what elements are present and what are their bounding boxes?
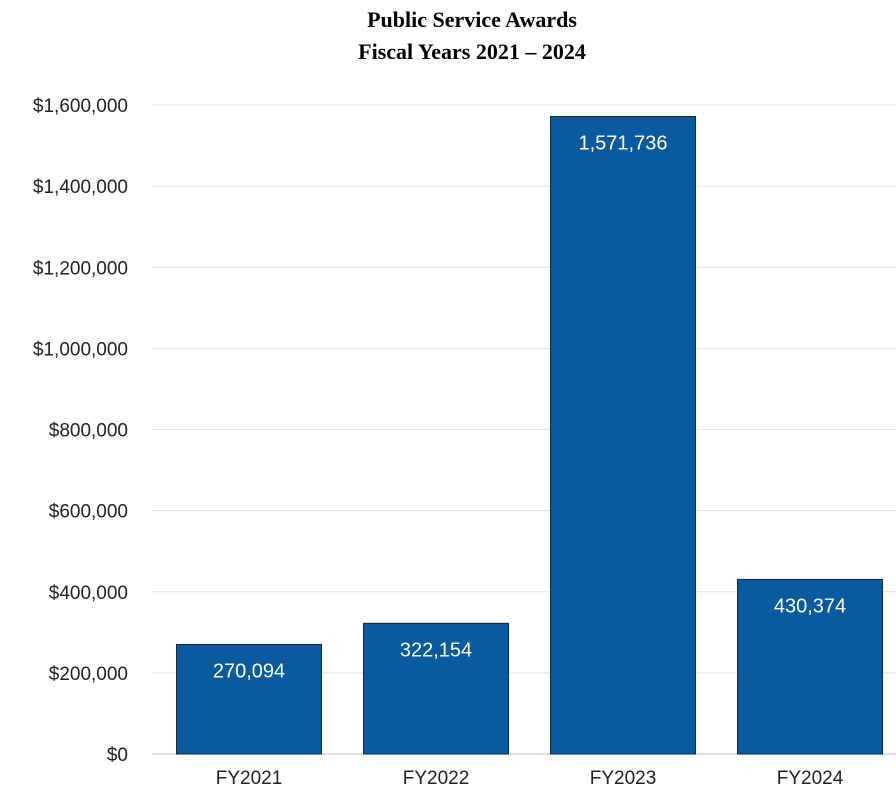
x-tick-label: FY2022 [403, 768, 470, 789]
y-tick-label: $1,000,000 [33, 339, 128, 360]
x-tick-label: FY2024 [777, 768, 844, 789]
bar [363, 622, 509, 755]
y-tick-label: $200,000 [49, 664, 128, 685]
x-tick-label: FY2023 [590, 768, 657, 789]
y-tick-label: $1,200,000 [33, 258, 128, 279]
y-tick-label: $400,000 [49, 583, 128, 604]
data-label: 322,154 [400, 639, 472, 661]
chart-subtitle: Fiscal Years 2021 – 2024 [358, 39, 586, 64]
chart-title-block: Public Service Awards Fiscal Years 2021 … [0, 4, 896, 68]
bar [176, 643, 322, 755]
data-label: 1,571,736 [579, 132, 668, 154]
bar [737, 578, 883, 755]
x-tick-label: FY2021 [216, 768, 283, 789]
bar [550, 115, 696, 755]
y-tick-label: $1,600,000 [33, 96, 128, 117]
y-tick-label: $800,000 [49, 421, 128, 442]
data-label: 430,374 [774, 595, 846, 617]
y-tick-label: $0 [107, 745, 128, 766]
chart-title: Public Service Awards [367, 7, 577, 32]
y-tick-label: $600,000 [49, 502, 128, 523]
y-tick-label: $1,400,000 [33, 177, 128, 198]
data-label: 270,094 [213, 660, 285, 682]
